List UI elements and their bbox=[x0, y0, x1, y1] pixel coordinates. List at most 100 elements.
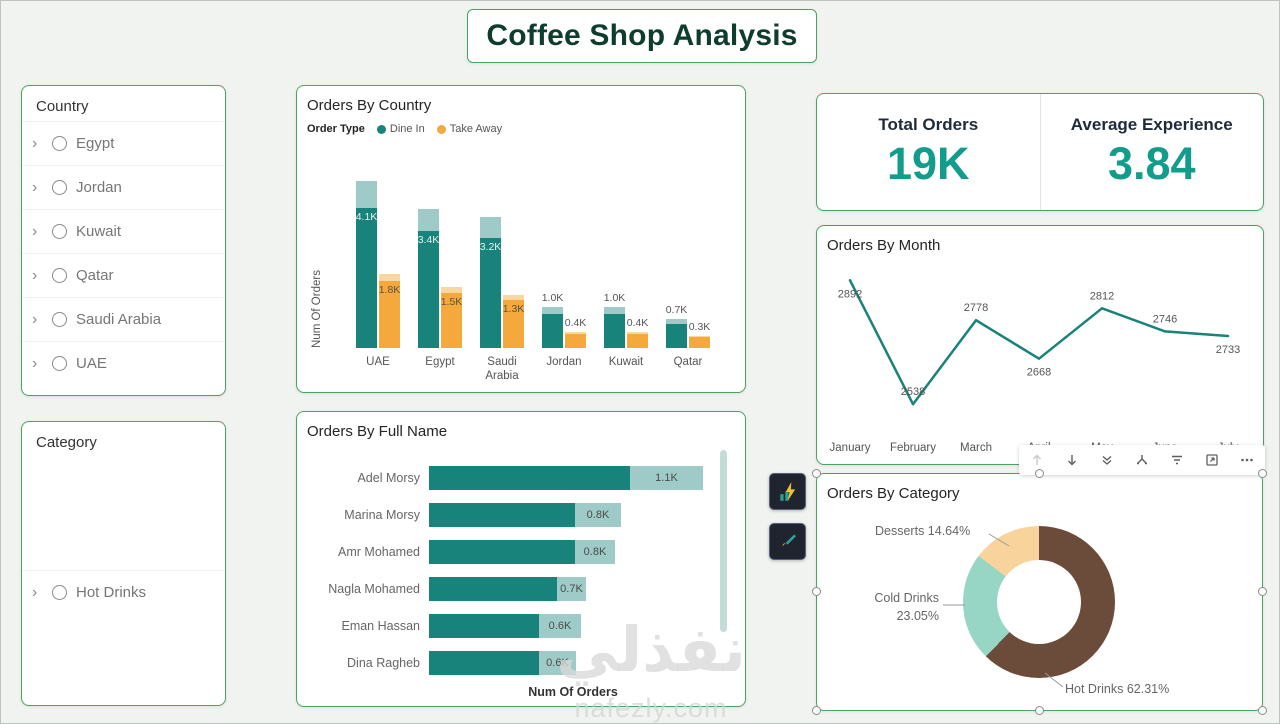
bar-value-label: 0.4K bbox=[626, 317, 649, 329]
slicer-item-hot-drinks[interactable]: › Hot Drinks bbox=[22, 570, 225, 614]
chart-title: Orders By Month bbox=[827, 237, 941, 254]
bookmark-chart-button[interactable] bbox=[769, 473, 806, 510]
bar-group-qatar: 0.7K 0.3K Qatar bbox=[657, 152, 719, 388]
bar-take-away-qatar[interactable]: 0.3K bbox=[689, 321, 710, 348]
slicer-item-kuwait[interactable]: › Kuwait bbox=[22, 209, 225, 253]
bar-value-label: 0.3K bbox=[688, 321, 711, 333]
bar-take-away-egypt[interactable]: 1.5K bbox=[441, 287, 462, 348]
bar-highlight-cap bbox=[379, 274, 400, 281]
bar-group-uae: 4.1K 1.8K UAE bbox=[347, 152, 409, 388]
month-line-chart[interactable]: 2892 2538 2778 2668 2812 2746 2733 bbox=[823, 254, 1259, 449]
month-axis-label: March bbox=[960, 442, 992, 454]
scrollbar-thumb[interactable] bbox=[720, 450, 727, 632]
fullname-bar-row: Marina Morsy 0.8K bbox=[311, 503, 711, 527]
more-options-icon[interactable] bbox=[1238, 451, 1256, 469]
expand-all-icon[interactable] bbox=[1133, 451, 1151, 469]
expand-chevron-icon[interactable]: › bbox=[32, 354, 38, 372]
fullname-axis-label: Dina Ragheb bbox=[347, 656, 420, 670]
expand-chevron-icon[interactable]: › bbox=[32, 222, 38, 240]
selection-handle[interactable] bbox=[1258, 469, 1267, 478]
donut-chart[interactable] bbox=[963, 526, 1115, 678]
slicer-item-jordan[interactable]: › Jordan bbox=[22, 165, 225, 209]
selection-handle[interactable] bbox=[812, 706, 821, 715]
month-axis-label: February bbox=[889, 442, 937, 454]
expand-chevron-icon[interactable]: › bbox=[32, 310, 38, 328]
legend-item-take-away[interactable]: Take Away bbox=[436, 123, 502, 135]
slicer-item-qatar[interactable]: › Qatar bbox=[22, 253, 225, 297]
chart-title: Orders By Full Name bbox=[307, 423, 448, 440]
slicer-item-saudi-arabia[interactable]: › Saudi Arabia bbox=[22, 297, 225, 341]
bar-take-away-uae[interactable]: 1.8K bbox=[379, 274, 400, 348]
bar-take-away-kuwait[interactable]: 0.4K bbox=[627, 317, 648, 348]
bar-amr-mohamed[interactable]: 0.8K bbox=[429, 540, 615, 564]
bar-dine-in-kuwait[interactable]: 1.0K bbox=[604, 292, 625, 348]
drill-down-icon[interactable] bbox=[1063, 451, 1081, 469]
bar-highlight-cap bbox=[418, 209, 439, 231]
bar-highlight-cap bbox=[356, 181, 377, 208]
kpi-average-experience: Average Experience 3.84 bbox=[1039, 94, 1264, 210]
bar-dine-in-qatar[interactable]: 0.7K bbox=[666, 304, 687, 348]
radio-circle[interactable] bbox=[52, 585, 67, 600]
bar-highlight-cap bbox=[503, 295, 524, 300]
expand-chevron-icon[interactable]: › bbox=[32, 266, 38, 284]
fullname-bar-row: Dina Ragheb 0.6K bbox=[311, 651, 711, 675]
radio-circle[interactable] bbox=[52, 268, 67, 283]
legend-item-dine-in[interactable]: Dine In bbox=[376, 123, 425, 135]
selection-handle[interactable] bbox=[1034, 706, 1044, 715]
radio-circle[interactable] bbox=[52, 136, 67, 151]
bar-highlighted-segment bbox=[429, 577, 557, 601]
category-axis-label: Egypt bbox=[425, 356, 455, 368]
drill-up-icon[interactable] bbox=[1028, 451, 1046, 469]
point-value-label: 2892 bbox=[838, 288, 862, 300]
selection-handle[interactable] bbox=[812, 587, 821, 596]
category-axis-label: Jordan bbox=[546, 356, 582, 368]
chart-title: Orders By Category bbox=[827, 485, 960, 502]
orders-by-category-visual[interactable]: Orders By Category Desserts 14.64% Cold … bbox=[812, 469, 1267, 715]
selection-handle[interactable] bbox=[1034, 469, 1044, 478]
bar-eman-hassan[interactable]: 0.6K bbox=[429, 614, 581, 638]
country-slicer-items: › Egypt › Jordan › Kuwait › Qatar › Saudi Arabia ›… bbox=[22, 121, 225, 385]
category-slicer-items: › Hot Drinks bbox=[22, 570, 225, 614]
bar-take-away-jordan[interactable]: 0.4K bbox=[565, 317, 586, 348]
bar-value-label: 1.0K bbox=[603, 292, 626, 304]
expand-chevron-icon[interactable]: › bbox=[32, 583, 38, 601]
kpi-value: 3.84 bbox=[1107, 137, 1196, 189]
bar-dina-ragheb[interactable]: 0.6K bbox=[429, 651, 576, 675]
bar-dine-in-uae[interactable]: 4.1K bbox=[356, 181, 377, 348]
radio-circle[interactable] bbox=[52, 224, 67, 239]
bar-nagla-mohamed[interactable]: 0.7K bbox=[429, 577, 586, 601]
legend-title: Order Type bbox=[307, 123, 365, 135]
donut-label-cold-drinks: Cold Drinks 23.05% bbox=[874, 591, 939, 623]
bar-marina-morsy[interactable]: 0.8K bbox=[429, 503, 621, 527]
month-line[interactable] bbox=[848, 279, 1230, 406]
bar-dine-in-jordan[interactable]: 1.0K bbox=[542, 292, 563, 348]
focus-mode-icon[interactable] bbox=[1203, 451, 1221, 469]
slicer-item-uae[interactable]: › UAE bbox=[22, 341, 225, 385]
bar-adel-morsy[interactable]: 1.1K bbox=[429, 466, 703, 490]
radio-circle[interactable] bbox=[52, 180, 67, 195]
x-axis-title: Num Of Orders bbox=[528, 685, 618, 699]
bar-value-label: 0.4K bbox=[564, 317, 587, 329]
slicer-item-label: Jordan bbox=[76, 179, 122, 196]
radio-circle[interactable] bbox=[52, 356, 67, 371]
selection-handle[interactable] bbox=[1258, 706, 1267, 715]
bar-total-segment: 0.7K bbox=[557, 577, 586, 601]
orders-by-country-visual: Orders By Country Order Type Dine In Tak… bbox=[296, 85, 746, 393]
bar-highlight-cap bbox=[441, 287, 462, 293]
kpi-value: 19K bbox=[886, 137, 970, 189]
expand-chevron-icon[interactable]: › bbox=[32, 134, 38, 152]
selection-handle[interactable] bbox=[812, 469, 821, 478]
bookmark-brush-button[interactable] bbox=[769, 523, 806, 560]
bar-area: 1.0K 0.4K bbox=[595, 152, 657, 348]
filters-icon[interactable] bbox=[1168, 451, 1186, 469]
slicer-item-label: Qatar bbox=[76, 267, 114, 284]
bar-dine-in-egypt[interactable]: 3.4K bbox=[418, 209, 439, 348]
go-to-next-level-icon[interactable] bbox=[1098, 451, 1116, 469]
slicer-item-egypt[interactable]: › Egypt bbox=[22, 121, 225, 165]
expand-chevron-icon[interactable]: › bbox=[32, 178, 38, 196]
bar-dine-in-saudi-arabia[interactable]: 3.2K bbox=[480, 217, 501, 348]
radio-circle[interactable] bbox=[52, 312, 67, 327]
bar-take-away-saudi-arabia[interactable]: 1.3K bbox=[503, 295, 524, 348]
bar-total-segment: 0.6K bbox=[539, 614, 581, 638]
selection-handle[interactable] bbox=[1258, 587, 1267, 596]
